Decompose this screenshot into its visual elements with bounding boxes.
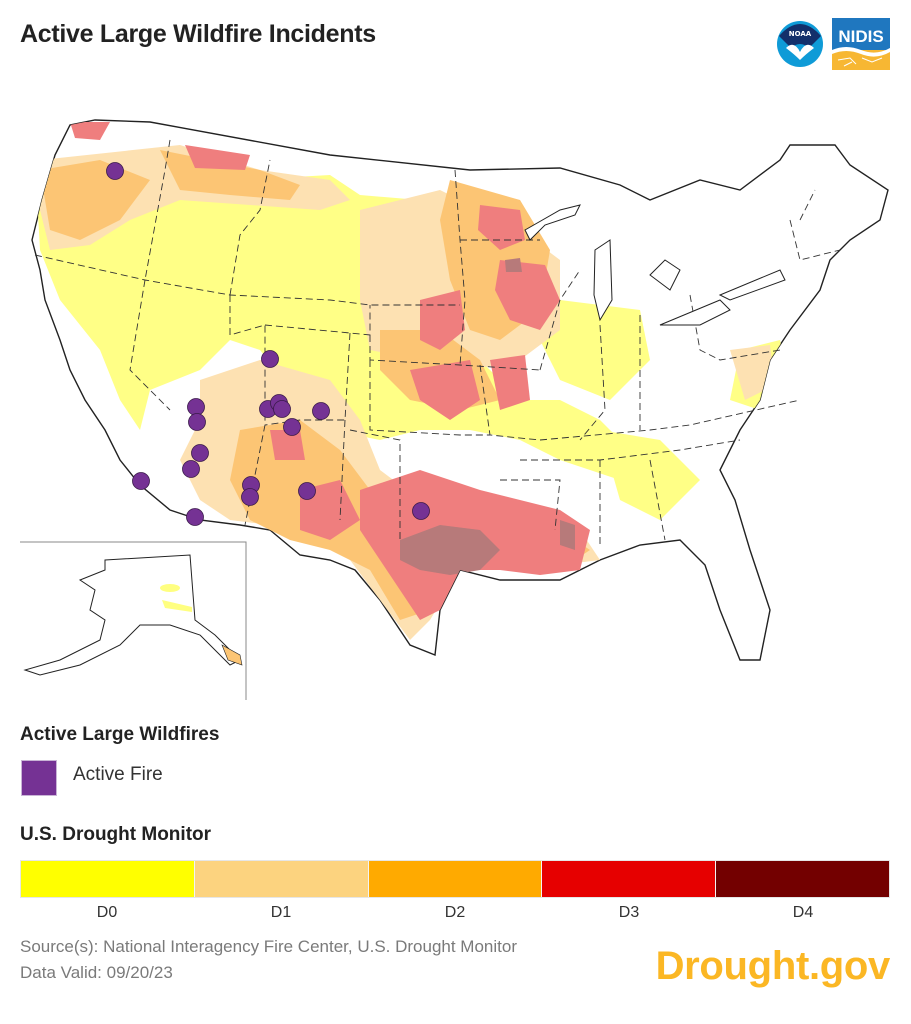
fire-point[interactable] [106, 162, 124, 180]
svg-text:NIDIS: NIDIS [838, 27, 883, 46]
drought-gov-brand[interactable]: Drought.gov [655, 944, 891, 988]
drought-legend-title: U.S. Drought Monitor [20, 824, 212, 845]
d1-swatch [194, 861, 369, 897]
nidis-logo-icon: NIDIS [832, 18, 890, 70]
fire-point[interactable] [283, 418, 301, 436]
source-note: Source(s): National Interagency Fire Cen… [20, 934, 517, 986]
d2-label: D2 [444, 904, 466, 921]
d4-label: D4 [792, 904, 814, 921]
data-valid-text: Data Valid: 09/20/23 [20, 963, 173, 982]
d0-label: D0 [96, 904, 118, 921]
fire-legend-title: Active Large Wildfires [20, 724, 220, 745]
drought-fire-map[interactable] [0, 100, 911, 710]
d1-label: D1 [270, 904, 292, 921]
noaa-logo-icon: NOAA [777, 21, 823, 67]
drought-color-bar [20, 860, 890, 898]
fire-point[interactable] [191, 444, 209, 462]
fire-point[interactable] [187, 398, 205, 416]
fire-point[interactable] [241, 488, 259, 506]
fire-point[interactable] [273, 400, 291, 418]
fire-point[interactable] [412, 502, 430, 520]
map-svg [20, 119, 889, 700]
source-text: Source(s): National Interagency Fire Cen… [20, 937, 517, 956]
d4-swatch [716, 861, 889, 897]
fire-point[interactable] [298, 482, 316, 500]
state-borders [34, 139, 841, 545]
d2-swatch [368, 861, 543, 897]
fire-point[interactable] [261, 350, 279, 368]
svg-text:NOAA: NOAA [789, 30, 812, 38]
great-lakes [524, 204, 786, 326]
alaska-inset [20, 541, 247, 700]
logos: NOAA NIDIS [776, 18, 890, 70]
d3-label: D3 [618, 904, 640, 921]
fire-point[interactable] [182, 460, 200, 478]
active-fire-swatch [21, 760, 57, 796]
fire-point[interactable] [132, 472, 150, 490]
d0-swatch [21, 861, 195, 897]
d3-swatch [542, 861, 717, 897]
fire-point[interactable] [188, 413, 206, 431]
drought-labels: D0 D1 D2 D3 D4 [20, 904, 890, 922]
page-title: Active Large Wildfire Incidents [20, 20, 376, 48]
active-fire-label: Active Fire [73, 764, 163, 785]
fire-point[interactable] [186, 508, 204, 526]
fire-point[interactable] [312, 402, 330, 420]
fire-points [106, 162, 430, 526]
